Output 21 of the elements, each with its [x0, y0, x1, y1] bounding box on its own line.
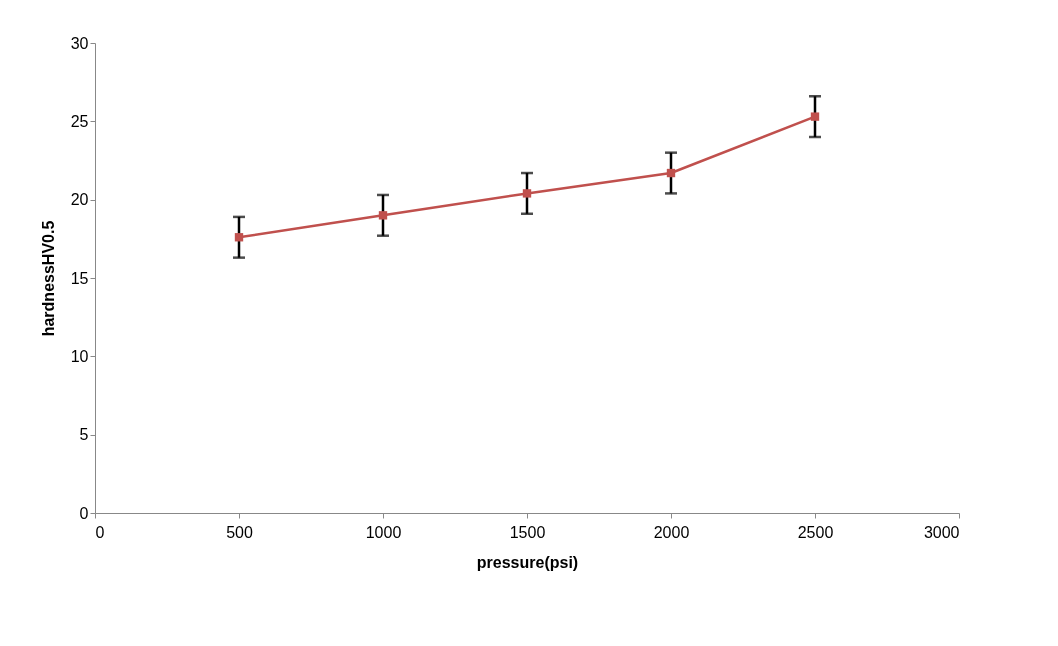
x-tick-label: 500 [226, 523, 253, 541]
x-tick-label: 1000 [365, 523, 402, 541]
x-tick-label: 3000 [923, 523, 960, 541]
point [234, 233, 244, 242]
point [522, 189, 532, 198]
y-axis-title: hardnessHV0.5 [39, 220, 57, 337]
x-tick-label: 2500 [797, 523, 834, 541]
x-axis-title: pressure(psi) [476, 553, 579, 571]
point [666, 168, 676, 178]
y-tick-label: 10 [70, 347, 89, 365]
x-tick-label: 0 [95, 523, 105, 541]
x-tick-label: 2000 [653, 523, 690, 541]
y-tick-label: 25 [70, 112, 89, 130]
y-tick-label: 15 [70, 269, 89, 287]
y-tick-label: 5 [79, 426, 89, 444]
y-tick-label: 20 [70, 191, 89, 209]
x-tick-label: 1500 [509, 523, 546, 541]
point [378, 211, 388, 220]
y-tick-label: 30 [70, 34, 89, 52]
point [810, 112, 820, 121]
y-tick-label: 0 [79, 504, 89, 522]
